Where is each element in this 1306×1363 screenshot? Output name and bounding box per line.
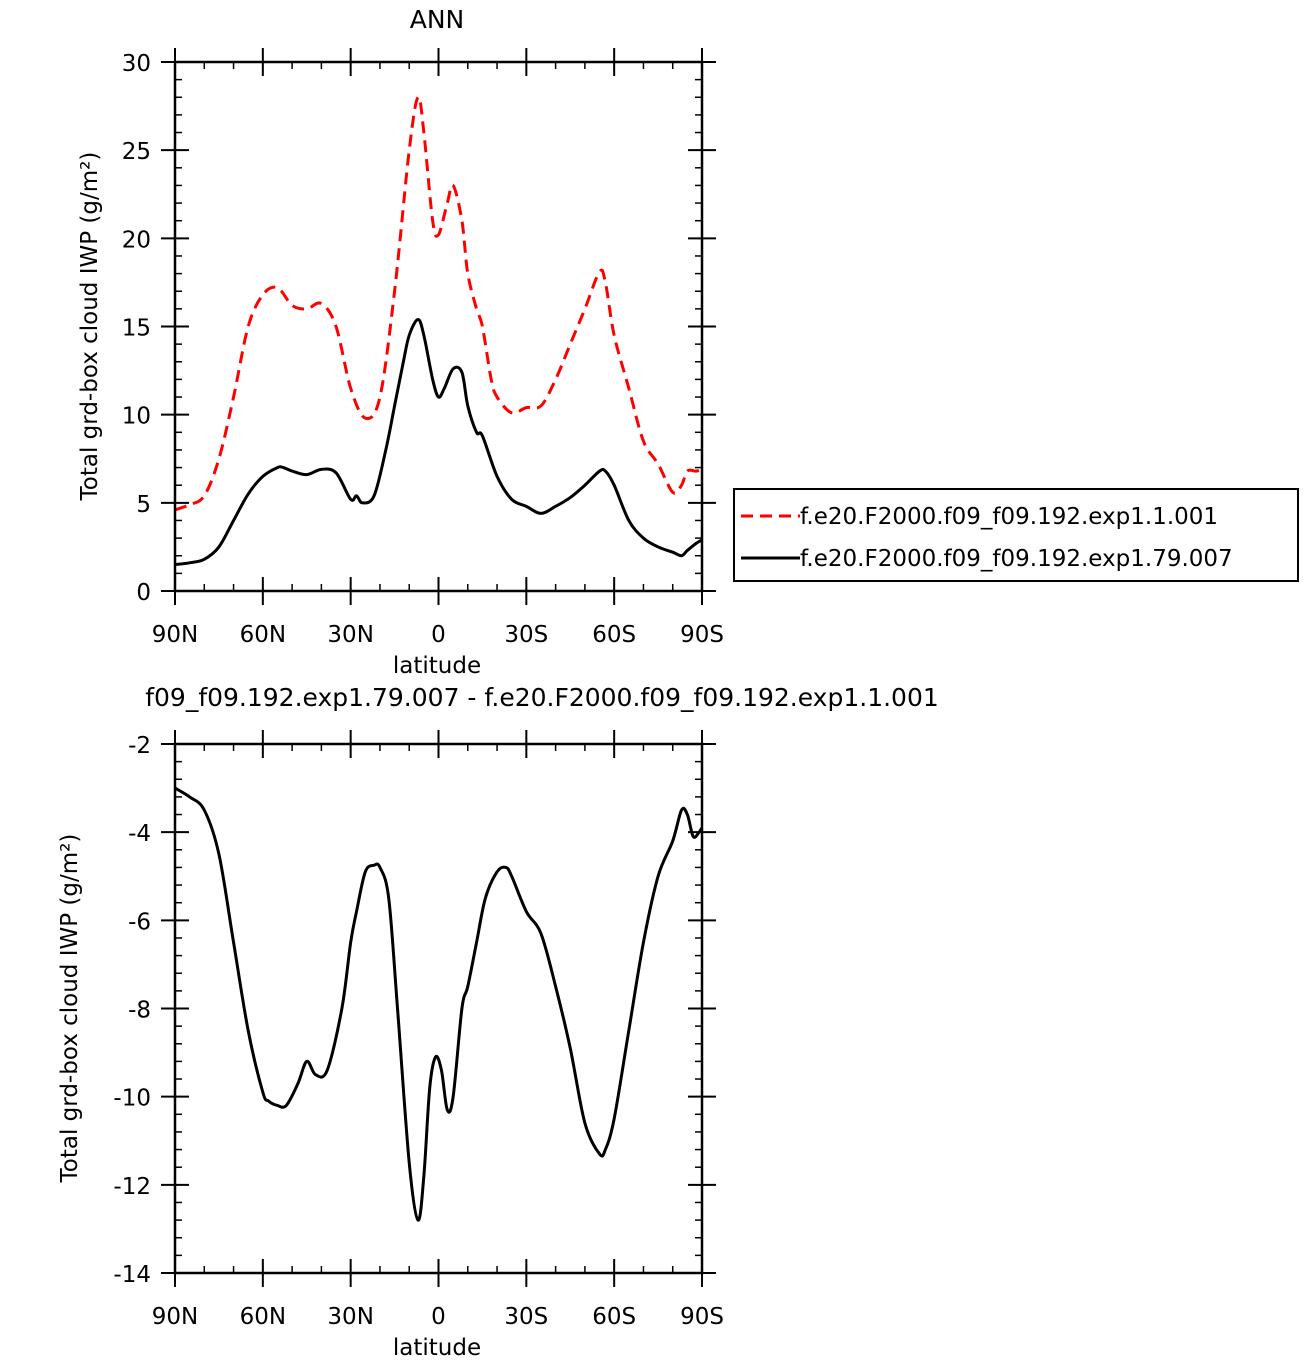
bottom-chart-y-axis-label: Total grd-box cloud IWP (g/m²) [57,834,83,1184]
bottom-chart-x-axis-label: latitude [393,1335,481,1361]
bottom-chart-panel: f09_f09.192.exp1.79.007 - f.e20.F2000.f0… [57,683,939,1361]
x-tick-label: 60N [240,1304,286,1330]
y-tick-label: -10 [113,1086,151,1112]
top-chart-x-axis-label: latitude [393,653,481,679]
bottom-chart-title: f09_f09.192.exp1.79.007 - f.e20.F2000.f0… [145,683,939,712]
y-tick-label: -4 [128,821,151,847]
y-tick-label: -6 [128,909,151,935]
series-line-1 [174,95,703,512]
x-tick-label: 0 [431,1304,446,1330]
bottom-chart-plot-frame [173,742,704,1275]
x-tick-label: 90S [680,1304,724,1330]
y-tick-label: 5 [136,492,151,518]
series-line-2 [174,317,703,567]
bottom-chart-series-group [174,786,704,1222]
x-tick-label: 90S [680,622,724,648]
x-tick-label: 90N [152,1304,198,1330]
y-tick-label: 30 [122,51,151,77]
top-chart-plot-frame [173,60,704,593]
y-tick-label: -14 [113,1262,151,1288]
top-chart-y-axis-label: Total grd-box cloud IWP (g/m²) [77,152,103,502]
x-tick-label: 30S [504,622,548,648]
y-tick-label: 25 [122,139,151,165]
x-tick-label: 60S [592,1304,636,1330]
legend-label-series-1: f.e20.F2000.f09_f09.192.exp1.1.001 [800,504,1218,530]
x-tick-label: 60S [592,622,636,648]
y-tick-label: -12 [113,1174,151,1200]
x-tick-label: 30N [327,622,373,648]
x-tick-label: 30N [327,1304,373,1330]
x-tick-label: 90N [152,622,198,648]
x-tick-label: 30S [504,1304,548,1330]
y-tick-label: 0 [136,580,151,606]
top-chart-legend: f.e20.F2000.f09_f09.192.exp1.1.001 f.e20… [733,488,1299,582]
top-chart-title: ANN [410,5,465,34]
y-tick-label: 10 [122,404,151,430]
bottom-chart-ticks: 90N 60N 30N 0 30S 60S 90S -14 -12 -10 -8 -6 -4 -2 [113,730,724,1330]
y-tick-label: -2 [128,733,151,759]
y-tick-label: -8 [128,998,151,1024]
y-tick-label: 20 [122,227,151,253]
legend-label-series-2: f.e20.F2000.f09_f09.192.exp1.79.007 [800,546,1233,572]
top-chart-series-group [174,95,703,567]
y-tick-label: 15 [122,316,151,342]
series-line-1 [174,786,704,1222]
x-tick-label: 0 [431,622,446,648]
legend-box [733,488,1299,582]
x-tick-label: 60N [240,622,286,648]
top-chart-panel: ANN 90N 60N 30N 0 30S 60S 90S 0 5 10 15 20 25 30 lati… [77,5,1299,679]
top-chart-ticks: 90N 60N 30N 0 30S 60S 90S 0 5 10 15 20 25 30 [122,48,724,648]
